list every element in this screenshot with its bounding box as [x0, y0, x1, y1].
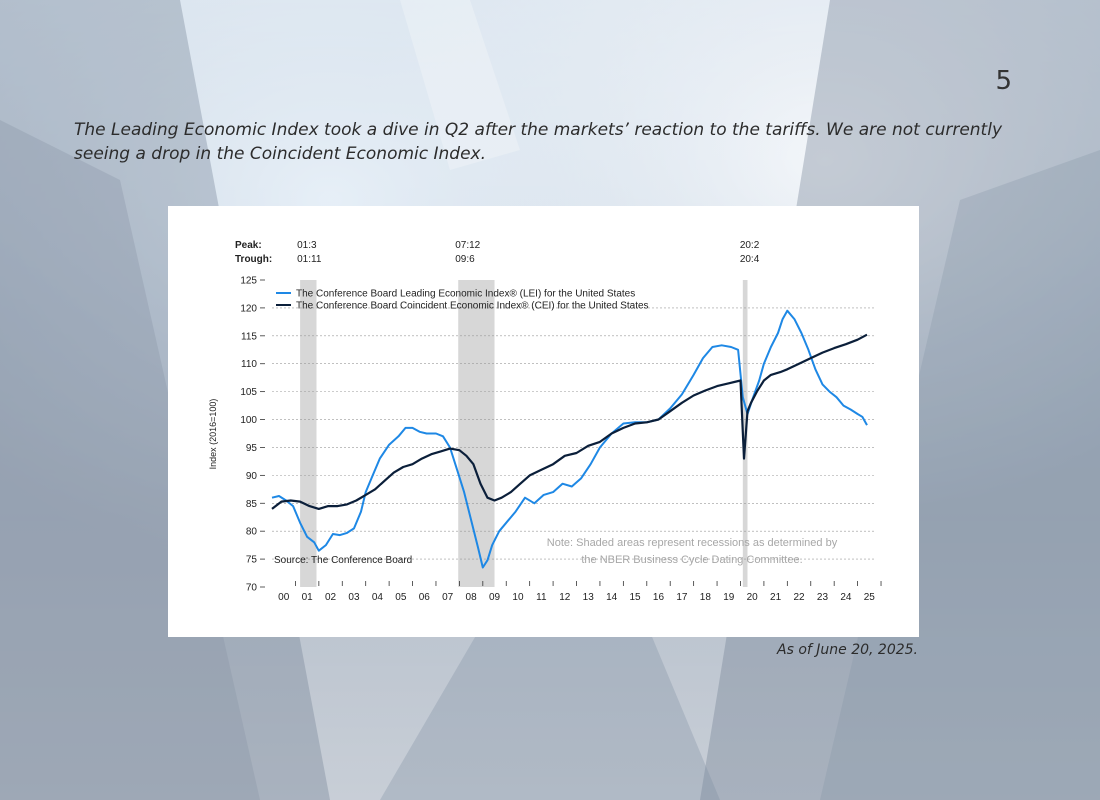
x-tick-label: 15 — [630, 592, 642, 603]
x-tick-label: 07 — [442, 592, 454, 603]
legend-entry: The Conference Board Coincident Economic… — [296, 301, 649, 312]
cei-series-line — [271, 333, 868, 510]
recession-note-line2: the NBER Business Cycle Dating Committee… — [581, 554, 802, 566]
page-number: 5 — [995, 66, 1012, 96]
x-tick-label: 04 — [372, 592, 384, 603]
recession-peak-date: 01:3 — [297, 240, 317, 251]
recession-trough-date: 01:11 — [297, 254, 322, 265]
y-tick-label: 120 — [240, 303, 257, 314]
x-tick-label: 09 — [489, 592, 501, 603]
y-tick-label: 115 — [241, 331, 257, 342]
y-tick-label: 75 — [246, 555, 258, 566]
y-tick-label: 70 — [246, 583, 258, 594]
x-tick-label: 20 — [747, 592, 759, 603]
x-tick-label: 12 — [559, 592, 571, 603]
x-tick-label: 14 — [606, 592, 618, 603]
recession-band — [458, 280, 495, 587]
x-tick-label: 08 — [466, 592, 478, 603]
source-note: Source: The Conference Board — [274, 555, 412, 566]
lei-series-line — [271, 309, 868, 569]
y-tick-label: 125 — [240, 276, 257, 287]
recession-trough-date: 20:4 — [740, 254, 760, 265]
x-tick-label: 01 — [302, 592, 314, 603]
x-tick-label: 11 — [536, 592, 547, 603]
recession-band — [300, 280, 317, 587]
y-tick-label: 105 — [240, 387, 257, 398]
y-tick-label: 110 — [241, 359, 257, 370]
y-tick-label: 90 — [246, 471, 258, 482]
chart-card: 01:3 01:11 07:12 09:6 20:2 20:4 70 75 80 85 90 95 1… — [168, 206, 919, 637]
y-tick-label: 100 — [240, 415, 257, 426]
x-tick-label: 13 — [583, 592, 595, 603]
x-tick-label: 19 — [723, 592, 735, 603]
x-tick-label: 16 — [653, 592, 665, 603]
y-tick-label: 95 — [246, 443, 258, 454]
x-tick-label: 00 — [278, 592, 290, 603]
recession-note-line1: Note: Shaded areas represent recessions … — [547, 537, 838, 549]
legend-entry: The Conference Board Leading Economic In… — [296, 289, 635, 300]
x-tick-label: 24 — [840, 592, 852, 603]
y-tick-label: 80 — [246, 527, 258, 538]
recession-peak-date: 07:12 — [455, 240, 480, 251]
recession-trough-date: 09:6 — [455, 254, 475, 265]
x-tick-label: 02 — [325, 592, 337, 603]
x-tick-label: 23 — [817, 592, 829, 603]
x-tick-label: 10 — [512, 592, 524, 603]
y-axis-label: Index (2016=100) — [208, 399, 218, 470]
x-tick-label: 05 — [395, 592, 407, 603]
peak-label: Peak: — [235, 240, 262, 251]
x-tick-label: 18 — [700, 592, 712, 603]
y-tick-label: 85 — [246, 499, 258, 510]
x-tick-label: 21 — [770, 592, 782, 603]
lei-cei-line-chart: 01:3 01:11 07:12 09:6 20:2 20:4 70 75 80 85 90 95 1… — [208, 240, 882, 603]
x-tick-label: 25 — [864, 592, 876, 603]
x-tick-label: 03 — [348, 592, 360, 603]
trough-label: Trough: — [235, 254, 272, 265]
x-tick-label: 06 — [419, 592, 431, 603]
as-of-date: As of June 20, 2025. — [777, 642, 918, 658]
slide-caption: The Leading Economic Index took a dive i… — [74, 120, 1003, 164]
x-tick-label: 17 — [676, 592, 688, 603]
recession-peak-date: 20:2 — [740, 240, 760, 251]
x-tick-label: 22 — [793, 592, 805, 603]
